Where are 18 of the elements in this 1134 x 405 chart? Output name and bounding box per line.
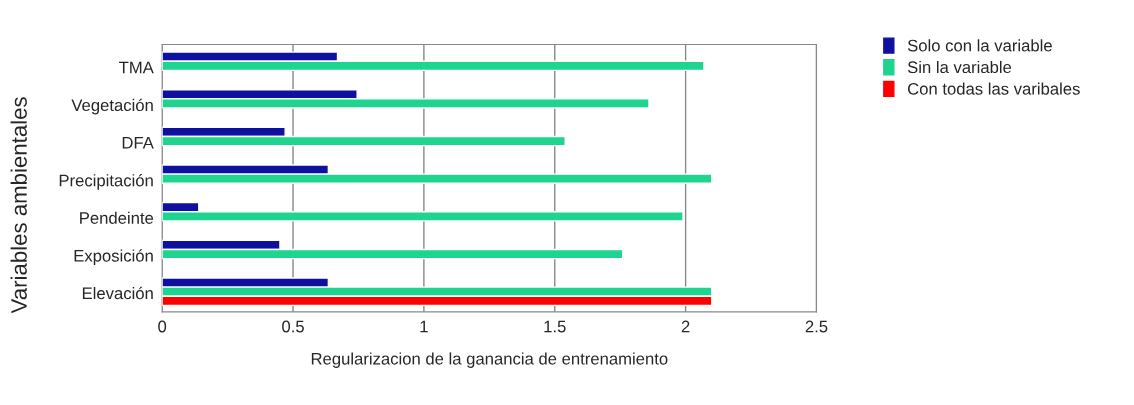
y-tick-label: Precipitación <box>59 173 153 190</box>
y-tick-label: Vegetación <box>71 98 153 115</box>
x-tick-label: 2.5 <box>805 320 828 333</box>
x-tick-label: 0.5 <box>282 320 304 333</box>
x-tick-label: 0 <box>158 320 167 333</box>
legend-label: Sin la variable <box>907 60 1012 74</box>
y-tick-label: Pendeinte <box>80 211 154 224</box>
x-tick-label: 2 <box>681 320 690 333</box>
x-axis-title: Regularizacion de la ganancia de entrenamiento <box>311 352 668 368</box>
legend-label: Solo con la variable <box>907 39 1052 52</box>
legend-label: Con todas las varibales <box>908 82 1080 95</box>
x-tick-label: 1 <box>420 320 428 333</box>
x-tick-label: 1.5 <box>544 320 566 333</box>
y-tick-label: TMA <box>119 61 154 74</box>
y-axis-title: Variables ambientales <box>10 97 27 314</box>
y-tick-label: Exposición <box>74 249 153 265</box>
y-tick-label: Elevación <box>82 286 153 300</box>
y-tick-label: DFA <box>122 137 154 149</box>
